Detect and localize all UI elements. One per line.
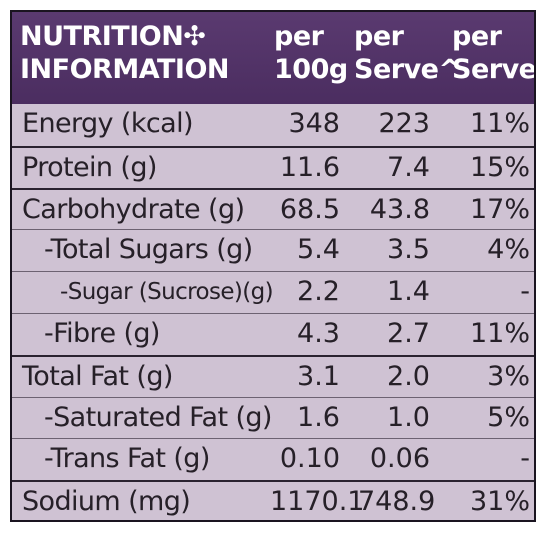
value-pct: 11% <box>469 317 530 349</box>
value-per-100g: 0.10 <box>279 443 340 475</box>
value-per-serve: 0.06 <box>369 443 430 475</box>
value-per-100g: 4.3 <box>297 317 340 349</box>
nutrient-name: Sodium (mg) <box>22 486 191 518</box>
table-row: Sodium (mg) 1170.1 748.9 31% <box>12 480 534 520</box>
nutrient-name: Energy (kcal) <box>22 108 194 139</box>
value-per-serve: 1.0 <box>387 401 430 433</box>
header-col1-line2: 100g <box>274 54 348 85</box>
nutrient-name: -Sugar (Sucrose)(g) <box>60 279 274 306</box>
value-pct: 11% <box>469 108 530 139</box>
nutrient-name: -Fibre (g) <box>44 317 160 349</box>
header-col1-line1: per <box>274 21 324 52</box>
nutrition-label: NUTRITION✣ INFORMATION per 100g per Serv… <box>10 10 536 522</box>
value-per-serve: 748.9 <box>358 486 436 518</box>
table-row: -Sugar (Sucrose)(g) 2.2 1.4 - <box>12 271 534 313</box>
value-per-100g: 11.6 <box>279 151 340 183</box>
nutrient-name: Carbohydrate (g) <box>22 193 245 225</box>
table-row: Energy (kcal) 348 223 11% <box>12 104 534 146</box>
nutrient-name: Protein (g) <box>22 151 157 183</box>
table-row: Total Fat (g) 3.1 2.0 3% <box>12 354 534 397</box>
header-col-pct-serve: per Serve <box>452 20 536 86</box>
header-title-line1: NUTRITION✣ <box>20 21 206 52</box>
nutrient-name: -Total Sugars (g) <box>44 234 253 266</box>
value-pct: 5% <box>487 401 530 433</box>
value-pct: - <box>520 276 530 308</box>
value-per-100g: 1170.1 <box>270 486 365 518</box>
table-row: -Total Sugars (g) 5.4 3.5 4% <box>12 229 534 271</box>
nutrient-name: Total Fat (g) <box>22 360 173 392</box>
value-per-100g: 5.4 <box>297 234 340 266</box>
value-per-serve: 223 <box>378 108 430 139</box>
table-row: -Saturated Fat (g) 1.6 1.0 5% <box>12 396 534 439</box>
header-title-line2: INFORMATION <box>20 54 230 85</box>
value-per-100g: 68.5 <box>279 193 340 225</box>
table-row: -Trans Fat (g) 0.10 0.06 - <box>12 438 534 480</box>
table-header: NUTRITION✣ INFORMATION per 100g per Serv… <box>12 12 534 104</box>
value-pct: 15% <box>469 151 530 183</box>
table-row: Carbohydrate (g) 68.5 43.8 17% <box>12 187 534 230</box>
value-per-serve: 1.4 <box>387 276 430 308</box>
value-pct: 31% <box>469 486 530 518</box>
value-pct: 4% <box>487 234 530 266</box>
value-per-100g: 2.2 <box>297 276 340 308</box>
value-per-100g: 1.6 <box>297 401 340 433</box>
header-col2-line2: Serve^ <box>354 54 461 85</box>
value-per-100g: 3.1 <box>297 360 340 392</box>
nutrient-name: -Saturated Fat (g) <box>44 401 272 433</box>
value-pct: 17% <box>469 193 530 225</box>
value-per-serve: 3.5 <box>387 234 430 266</box>
value-pct: - <box>520 443 530 475</box>
value-per-serve: 7.4 <box>387 151 430 183</box>
table-row: -Fibre (g) 4.3 2.7 11% <box>12 312 534 355</box>
value-pct: 3% <box>487 360 530 392</box>
nutrition-rows: Energy (kcal) 348 223 11% Protein (g) 11… <box>12 104 534 520</box>
header-col3-line2: Serve <box>452 54 536 85</box>
value-per-serve: 43.8 <box>369 193 430 225</box>
value-per-serve: 2.0 <box>387 360 430 392</box>
value-per-serve: 2.7 <box>387 317 430 349</box>
nutrient-name: -Trans Fat (g) <box>44 443 210 475</box>
header-col-per-100g: per 100g <box>274 20 348 86</box>
header-title: NUTRITION✣ INFORMATION <box>20 20 230 86</box>
header-col-per-serve: per Serve^ <box>354 20 461 86</box>
header-col2-line1: per <box>354 21 404 52</box>
table-row: Protein (g) 11.6 7.4 15% <box>12 145 534 188</box>
value-per-100g: 348 <box>288 108 340 139</box>
header-col3-line1: per <box>452 21 502 52</box>
